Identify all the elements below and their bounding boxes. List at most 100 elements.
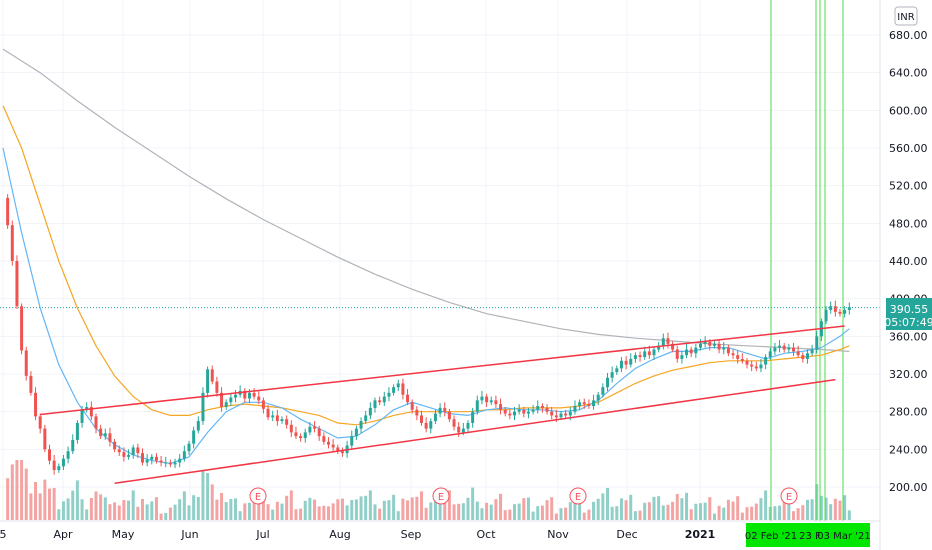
candle-body <box>526 411 530 414</box>
time-tick-label: Sep <box>401 528 422 541</box>
price-channel[interactable] <box>40 325 845 484</box>
price-tick-label: 560.00 <box>889 142 928 155</box>
candle-body <box>229 397 233 403</box>
earnings-circle <box>249 487 267 505</box>
candle-body <box>373 400 377 408</box>
volume-bar <box>382 500 386 520</box>
earnings-marker[interactable]: E <box>569 487 587 505</box>
time-tick-label: Apr <box>53 528 73 541</box>
time-tick-label: 5 <box>0 528 7 541</box>
volume-bar <box>433 499 437 520</box>
volume-bar <box>75 480 79 520</box>
volume-bar <box>238 511 242 520</box>
price-tick-label: 640.00 <box>889 67 928 80</box>
candle-body <box>475 400 479 412</box>
volume-bar <box>164 513 168 520</box>
volume-bar <box>150 501 154 520</box>
earnings-marker[interactable]: E <box>432 487 450 505</box>
candle-body <box>578 402 582 407</box>
volume-bar <box>392 494 396 520</box>
volume-bar <box>66 498 70 520</box>
candle-body <box>122 452 126 457</box>
candle-body <box>726 347 730 354</box>
volume-bar <box>494 499 498 520</box>
channel-lower-line[interactable] <box>114 378 836 484</box>
volume-bar <box>610 506 614 520</box>
candle-body <box>57 466 61 471</box>
volume-bar <box>285 495 289 520</box>
volume-bar <box>615 506 619 520</box>
candle-body <box>24 350 28 376</box>
volume-bar <box>643 502 647 520</box>
earnings-marker[interactable]: E <box>780 487 798 505</box>
candle-body <box>150 456 154 460</box>
volume-bar <box>833 498 837 520</box>
volume-bar <box>745 507 749 520</box>
candle-body <box>38 416 42 429</box>
volume-bar <box>196 497 200 520</box>
volume-bar <box>103 497 107 520</box>
candle-body <box>540 406 544 408</box>
volume-bar <box>410 497 414 520</box>
volume-bar <box>503 510 507 520</box>
volume-bar <box>457 503 461 520</box>
earnings-marker[interactable]: E <box>249 487 267 505</box>
volume-bar <box>24 468 28 520</box>
candle-body <box>131 447 135 455</box>
volume-bar <box>726 499 730 520</box>
candle-body <box>220 392 224 407</box>
channel-upper-line[interactable] <box>40 325 845 416</box>
candle-body <box>740 358 744 361</box>
candle-body <box>424 422 428 429</box>
candle-body <box>275 415 279 422</box>
candle-body <box>792 347 795 352</box>
time-tick-label: Oct <box>476 528 496 541</box>
candle-body <box>29 375 33 393</box>
candle-body <box>573 406 577 412</box>
volume-bar <box>127 500 131 520</box>
candle-body <box>354 428 358 437</box>
candle-body <box>447 411 451 420</box>
volume-bar <box>824 497 828 520</box>
candle-body <box>215 381 219 393</box>
volume-bar <box>499 493 503 520</box>
candle-body <box>103 433 107 437</box>
candle-body <box>801 355 805 359</box>
volume-bar <box>768 506 772 520</box>
volume-bar <box>568 502 572 520</box>
candle-body <box>117 449 121 453</box>
volume-bar <box>271 509 275 520</box>
volume-bar <box>629 494 633 520</box>
volume-bar <box>266 504 270 520</box>
volume-bar <box>717 505 721 520</box>
candle-body <box>689 349 693 354</box>
price-tick-label: 480.00 <box>889 217 928 230</box>
candle-body <box>164 462 168 464</box>
volume-bar <box>43 479 47 520</box>
candle-body <box>196 421 200 431</box>
volume-bar <box>796 508 800 520</box>
time-axis[interactable]: 5 Apr May Jun Jul Aug Sep Oct Nov Dec 2021 <box>0 520 880 541</box>
price-axis[interactable]: 200.00240.00280.00320.00360.00400.00440.… <box>879 0 928 550</box>
volume-bar <box>466 497 470 520</box>
volume-bar <box>447 490 451 520</box>
candle-body <box>420 415 423 423</box>
volume-bar <box>187 505 191 520</box>
candle-body <box>717 343 721 350</box>
price-tick-label: 200.00 <box>889 481 928 494</box>
candle-body <box>592 400 596 407</box>
candle-body <box>503 409 507 414</box>
price-tick-label: 280.00 <box>889 406 928 419</box>
candle-body <box>633 355 637 359</box>
volume-bar <box>526 497 530 520</box>
candle-body <box>145 459 149 463</box>
candle-body <box>187 443 191 452</box>
volume-bar <box>703 502 707 520</box>
time-tick-label: Jun <box>180 528 198 541</box>
candle-body <box>703 341 707 344</box>
candle-body <box>796 351 800 356</box>
candle-body <box>159 460 163 463</box>
currency-badge[interactable]: INR <box>894 6 918 26</box>
